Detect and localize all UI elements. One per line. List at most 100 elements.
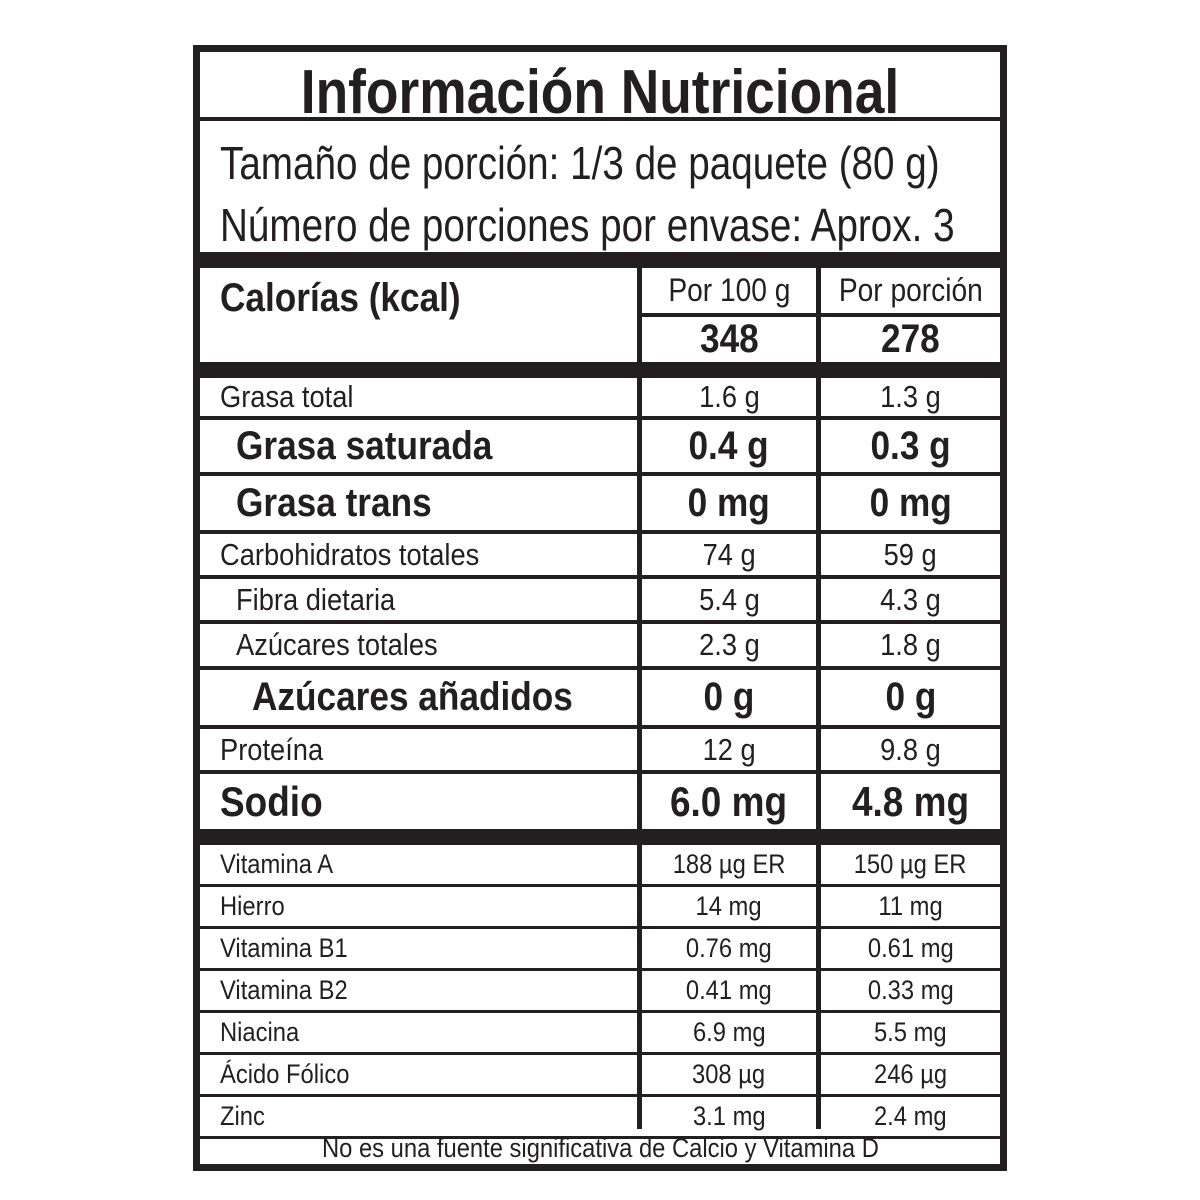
divider	[200, 1135, 1000, 1139]
value-per-serving: 59 g	[883, 536, 938, 572]
nutrient-name-cell: Grasa trans	[200, 476, 673, 530]
divider	[200, 967, 1000, 971]
value-per-serving: 246 µg	[873, 1058, 948, 1089]
nutrient-value-cell: 308 µg	[642, 1055, 816, 1094]
value-per-100g: 0.41 mg	[686, 974, 772, 1005]
nutrient-name: Hierro	[220, 890, 285, 921]
nutrient-name: Fibra dietaria	[236, 581, 396, 617]
calories-per-serving-cell: 278	[821, 317, 1000, 362]
servings-per-container: Número de porciones por envase: Aprox. 3	[220, 199, 955, 251]
value-per-serving: 0.61 mg	[867, 932, 954, 963]
value-per-100g: 6.0 mg	[670, 777, 788, 825]
nutrient-name: Grasa saturada	[236, 423, 493, 468]
nutrient-value-cell: 0.4 g	[642, 420, 816, 472]
nutrient-value-cell: 188 µg ER	[642, 845, 816, 884]
calories-label-cell: Calorías (kcal)	[200, 268, 657, 328]
nutrient-value-cell: 1.6 g	[642, 378, 816, 416]
divider	[200, 530, 1000, 534]
nutrient-value-cell: 6.0 mg	[642, 774, 816, 829]
value-per-serving: 1.3 g	[880, 379, 941, 414]
value-per-100g: 14 mg	[695, 890, 763, 921]
nutrient-value-cell: 0 mg	[821, 476, 1000, 530]
nutrient-value-cell: 12 g	[642, 729, 816, 770]
value-per-100g: 0 g	[703, 675, 755, 719]
nutrient-value-cell: 0.41 mg	[642, 971, 816, 1010]
value-per-100g: 0 mg	[687, 480, 771, 525]
calories-per-100g-cell: 348	[642, 317, 816, 362]
nutrient-name-cell: Hierro	[200, 887, 657, 926]
value-per-serving: 9.8 g	[880, 731, 941, 767]
footer-cell: No es una fuente significativa de Calcio…	[200, 1132, 1000, 1164]
divider	[200, 1051, 1000, 1055]
value-per-100g: 308 µg	[692, 1058, 766, 1089]
nutrient-value-cell: 14 mg	[642, 887, 816, 926]
value-per-serving: 4.8 mg	[851, 777, 970, 825]
nutrient-value-cell: 246 µg	[821, 1055, 1000, 1094]
value-per-serving: 0 mg	[869, 480, 952, 525]
nutrient-value-cell: 0.61 mg	[821, 929, 1000, 968]
nutrient-name-cell: Zinc	[200, 1097, 657, 1136]
nutrient-name: Proteína	[220, 731, 324, 767]
nutrient-value-cell: 2.3 g	[642, 624, 816, 666]
nutrient-name: Grasa total	[220, 379, 354, 414]
col1-header: Por 100 g	[667, 272, 791, 308]
thick-divider	[200, 829, 1000, 845]
nutrient-name-cell: Vitamina B1	[200, 929, 657, 968]
thick-divider	[200, 362, 1000, 378]
footer-note: No es una fuente significativa de Calcio…	[321, 1132, 879, 1163]
value-per-serving: 5.5 mg	[874, 1016, 947, 1047]
divider	[200, 770, 1000, 774]
nutrient-name-cell: Azúcares añadidos	[200, 670, 689, 725]
nutrient-value-cell: 59 g	[821, 534, 1000, 575]
value-per-serving: 4.3 g	[880, 581, 941, 617]
col2-header: Por porción	[838, 272, 983, 308]
value-per-100g: 3.1 mg	[692, 1100, 766, 1131]
calories-per-serving: 278	[881, 317, 940, 361]
nutrient-value-cell: 4.8 mg	[821, 774, 1000, 829]
nutrient-name-cell: Fibra dietaria	[200, 579, 673, 620]
nutrient-name-cell: Azúcares totales	[200, 624, 673, 666]
nutrient-name: Azúcares totales	[236, 627, 438, 662]
nutrient-value-cell: 0.33 mg	[821, 971, 1000, 1010]
divider	[200, 925, 1000, 929]
nutrient-value-cell: 150 µg ER	[821, 845, 1000, 884]
nutrient-name: Carbohidratos totales	[220, 536, 480, 572]
nutrient-name-cell: Vitamina B2	[200, 971, 657, 1010]
value-per-100g: 12 g	[702, 731, 756, 767]
divider	[200, 1093, 1000, 1097]
nutrient-name: Azúcares añadidos	[252, 675, 573, 719]
divider	[200, 472, 1000, 476]
nutrient-value-cell: 5.5 mg	[821, 1013, 1000, 1052]
value-per-serving: 0 g	[885, 675, 936, 719]
label-title: Información Nutricional	[300, 58, 900, 127]
nutrient-value-cell: 1.8 g	[821, 624, 1000, 666]
nutrient-name-cell: Grasa saturada	[200, 420, 673, 472]
nutrient-value-cell: 74 g	[642, 534, 816, 575]
nutrient-name: Grasa trans	[236, 480, 432, 525]
calories-per-100g: 348	[699, 317, 759, 361]
nutrient-name-cell: Niacina	[200, 1013, 657, 1052]
nutrition-facts-label: Información Nutricional Tamaño de porció…	[193, 45, 1007, 1171]
divider	[200, 575, 1000, 579]
value-per-100g: 188 µg ER	[672, 848, 786, 879]
nutrient-name: Sodio	[220, 777, 323, 825]
value-per-100g: 74 g	[702, 536, 756, 572]
divider	[642, 313, 1000, 317]
divider	[200, 725, 1000, 729]
nutrient-name: Vitamina B1	[220, 932, 348, 963]
value-per-100g: 2.3 g	[698, 627, 760, 662]
value-per-serving: 11 mg	[878, 890, 943, 921]
nutrient-value-cell: 2.4 mg	[821, 1097, 1000, 1136]
value-per-serving: 0.3 g	[870, 423, 951, 468]
nutrient-name-cell: Proteína	[200, 729, 657, 770]
nutrient-value-cell: 0.76 mg	[642, 929, 816, 968]
nutrient-value-cell: 9.8 g	[821, 729, 1000, 770]
value-per-serving: 0.33 mg	[867, 974, 954, 1005]
col1-header-cell: Por 100 g	[642, 268, 816, 313]
nutrient-name: Zinc	[220, 1100, 265, 1131]
nutrient-name: Niacina	[220, 1016, 300, 1047]
divider	[200, 883, 1000, 887]
value-per-serving: 2.4 mg	[874, 1100, 947, 1131]
col2-header-cell: Por porción	[821, 268, 1000, 313]
nutrient-value-cell: 0 g	[821, 670, 1000, 725]
